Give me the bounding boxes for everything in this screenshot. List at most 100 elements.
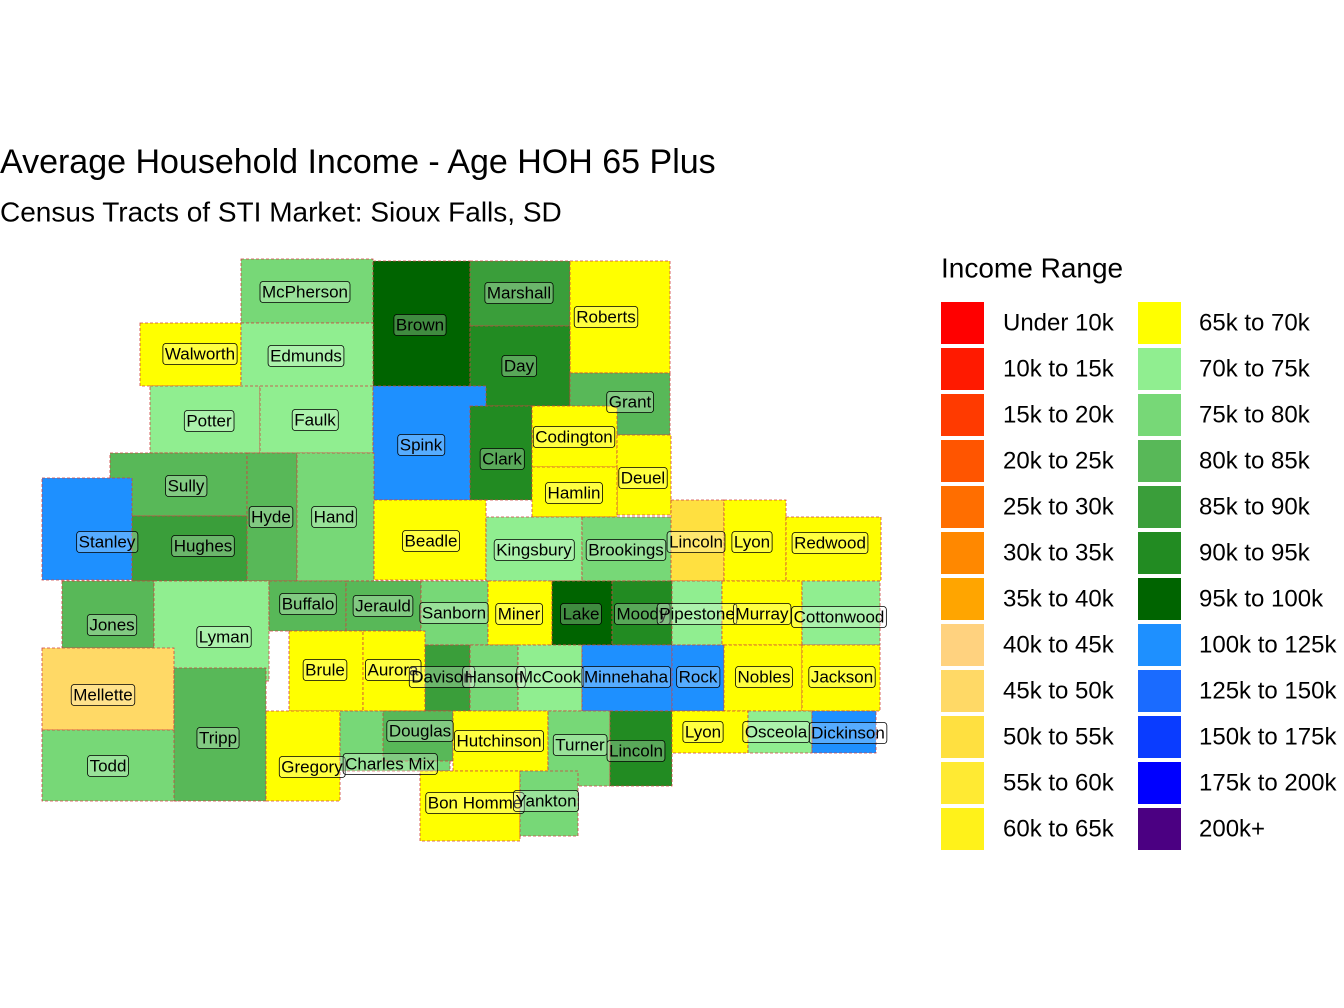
county (485, 516, 583, 582)
county (721, 580, 803, 646)
county-label-box (165, 475, 208, 497)
legend-label: 15k to 20k (1003, 401, 1115, 428)
county-label: Redwood (794, 533, 866, 552)
legend-label: 60k to 65k (1003, 815, 1115, 842)
county-label: Nobles (738, 667, 791, 686)
county-label: Codington (535, 427, 613, 446)
county-label-box (76, 531, 139, 553)
county-label-box (614, 603, 671, 625)
county-label: Hanson (465, 667, 524, 686)
county-label-box (259, 281, 351, 303)
county-label-box (267, 345, 345, 367)
county-label-box (735, 666, 793, 688)
legend-swatch (1138, 670, 1181, 712)
county (670, 499, 725, 582)
county (801, 580, 881, 646)
legend-swatch (941, 348, 984, 390)
county (173, 667, 267, 802)
county (268, 580, 347, 632)
legend-swatch (1138, 624, 1181, 666)
county-label: Kingsbury (496, 540, 572, 559)
county-label-box (278, 756, 346, 778)
county-label-box (742, 721, 811, 743)
county (131, 515, 248, 582)
county-label-box (666, 531, 726, 553)
county-label-box (731, 531, 773, 553)
legend-swatch (1138, 532, 1181, 574)
county-label: Grant (609, 392, 652, 411)
county (382, 710, 454, 762)
county-label-box (501, 355, 538, 377)
county-label: Roberts (576, 307, 636, 326)
county-label: Spink (400, 435, 443, 454)
county-label-box (87, 755, 129, 777)
county-label: McPherson (262, 282, 348, 301)
county-label-box (454, 730, 544, 752)
county-label: Hyde (251, 507, 291, 526)
legend-swatch (941, 532, 984, 574)
legend-label: 150k to 175k (1199, 723, 1337, 750)
county-label: Dickinson (811, 723, 885, 742)
county-label: Edmunds (270, 346, 342, 365)
county-label-box (618, 467, 668, 489)
county-label-box (560, 603, 602, 625)
legend-label: 70k to 75k (1199, 355, 1311, 382)
county-label: McCook (519, 667, 582, 686)
county-label-box (311, 506, 357, 528)
county (785, 516, 882, 582)
county-label-box (302, 659, 348, 681)
legend-swatch (1138, 808, 1181, 850)
county-label: Lyon (685, 722, 721, 741)
county-label: Day (504, 356, 535, 375)
county (581, 516, 673, 582)
county-label-box (171, 535, 235, 557)
county-label-box (791, 532, 869, 554)
county-label-box (196, 626, 252, 648)
county (611, 580, 673, 646)
county-label: Hughes (174, 536, 233, 555)
county-label: Hand (314, 507, 355, 526)
legend-label: 80k to 85k (1199, 447, 1311, 474)
county-label: Beadle (405, 531, 458, 550)
legend-label: 125k to 150k (1199, 677, 1337, 704)
legend-swatch (941, 440, 984, 482)
county-label: Turner (555, 735, 605, 754)
county-label: Brookings (588, 540, 664, 559)
legend-swatch (941, 808, 984, 850)
county (246, 452, 298, 582)
county-label: Faulk (294, 410, 336, 429)
county (517, 644, 583, 712)
legend-swatch (941, 578, 984, 620)
county-label: Jackson (811, 667, 873, 686)
county-label-box (676, 666, 721, 688)
county (747, 710, 813, 754)
county-label: Cottonwood (794, 607, 885, 626)
county-label-box (425, 792, 525, 814)
county-label-box (462, 666, 526, 688)
county-label: Brown (396, 315, 444, 334)
county-label: Moody (616, 604, 668, 623)
county (265, 710, 341, 802)
county-label-box (342, 753, 438, 775)
county-label-box (402, 530, 460, 552)
county-label-box (733, 603, 792, 625)
county-label: Stanley (79, 532, 136, 551)
county-label-box (479, 448, 525, 470)
legend-label: 25k to 30k (1003, 493, 1115, 520)
legend-swatch (941, 302, 984, 344)
county-label-box (386, 720, 454, 742)
legend: Income Range Under 10k 10k to 15k 15k to 2… (941, 252, 1337, 850)
county-label: Aurora (367, 660, 419, 679)
legend-label: 45k to 50k (1003, 677, 1115, 704)
map-labels: McPherson Brown Marshall Roberts Walworth Edm… (70, 281, 888, 814)
county-label-box (352, 595, 414, 617)
county-label-box (808, 722, 888, 744)
county-label: Charles Mix (345, 754, 435, 773)
county (345, 580, 422, 632)
county (519, 770, 579, 837)
legend-swatch (1138, 348, 1181, 390)
legend-label: 40k to 45k (1003, 631, 1115, 658)
legend-label: 75k to 80k (1199, 401, 1311, 428)
county (296, 452, 375, 582)
county-label-box (493, 539, 575, 561)
